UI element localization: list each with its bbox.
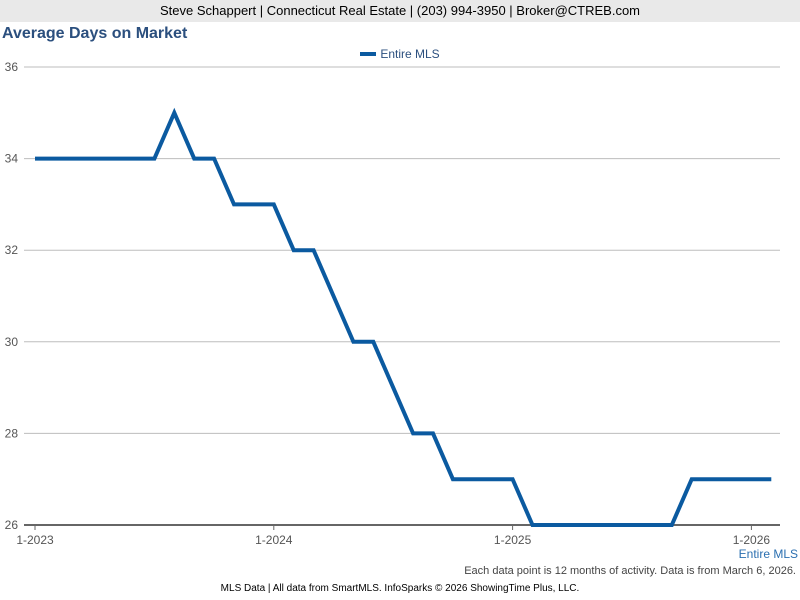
chart-legend[interactable]: Entire MLS xyxy=(0,46,800,62)
x-tick-label-1-2024: 1-2024 xyxy=(255,533,293,547)
y-tick-label-30: 30 xyxy=(5,335,19,349)
x-tick-label-1-2026: 1-2026 xyxy=(733,533,771,547)
y-tick-label-34: 34 xyxy=(5,152,19,166)
legend-swatch-icon xyxy=(360,51,377,56)
y-tick-label-32: 32 xyxy=(5,243,19,257)
x-tick-label-1-2025: 1-2025 xyxy=(494,533,532,547)
agent-contact-banner: Steve Schappert | Connecticut Real Estat… xyxy=(0,0,800,22)
chart-title: Average Days on Market xyxy=(2,25,188,42)
legend-label-entire-mls[interactable]: Entire MLS xyxy=(380,47,440,61)
data-source-footer: MLS Data | All data from SmartMLS. InfoS… xyxy=(220,583,580,594)
y-tick-label-26: 26 xyxy=(5,518,19,532)
data-footnote: Each data point is 12 months of activity… xyxy=(464,565,796,577)
series-end-label: Entire MLS xyxy=(738,547,798,561)
series-line-0 xyxy=(35,107,772,527)
x-tick-label-1-2023: 1-2023 xyxy=(16,533,54,547)
y-tick-label-28: 28 xyxy=(5,426,19,440)
y-tick-label-36: 36 xyxy=(5,60,19,74)
